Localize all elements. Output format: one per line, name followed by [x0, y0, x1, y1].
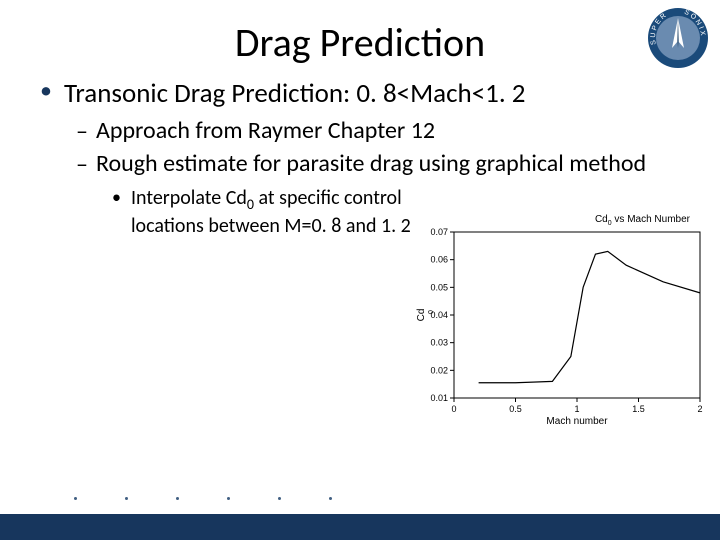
bullet-dash: – [76, 116, 88, 147]
svg-text:0.02: 0.02 [430, 365, 448, 375]
svg-text:1.5: 1.5 [632, 404, 645, 414]
bullet-level1: • Transonic Drag Prediction: 0. 8<Mach<1… [40, 77, 692, 110]
bullet-l2a-text: Approach from Raymer Chapter 12 [96, 116, 435, 146]
svg-text:0.07: 0.07 [430, 227, 448, 237]
chart-title: Cd0 vs Mach Number [595, 214, 690, 227]
svg-text:0.03: 0.03 [430, 338, 448, 348]
chart-svg: 00.511.520.010.020.030.040.050.060.07Mac… [412, 218, 712, 428]
svg-text:0: 0 [451, 404, 456, 414]
slide-title: Drag Prediction [0, 0, 720, 67]
svg-text:0.5: 0.5 [509, 404, 522, 414]
bullet-level2: – Rough estimate for parasite drag using… [76, 149, 692, 180]
svg-text:0.06: 0.06 [430, 255, 448, 265]
svg-text:0.01: 0.01 [430, 393, 448, 403]
bullet-l3-text: Interpolate Cd0 at specific control loca… [131, 186, 412, 239]
bullet-level3: • Interpolate Cd0 at specific control lo… [112, 186, 412, 239]
bullet-l2b-text: Rough estimate for parasite drag using g… [96, 149, 646, 179]
footer-dots [74, 497, 332, 500]
svg-text:0.05: 0.05 [430, 282, 448, 292]
bullet-dot-small: • [112, 186, 121, 209]
svg-text:Mach number: Mach number [546, 416, 608, 427]
svg-text:0: 0 [428, 310, 435, 314]
svg-text:1: 1 [574, 404, 579, 414]
footer-bar [0, 514, 720, 540]
bullet-l1-text: Transonic Drag Prediction: 0. 8<Mach<1. … [64, 77, 526, 110]
bullet-dash: – [76, 149, 88, 180]
cd0-vs-mach-chart: Cd0 vs Mach Number 00.511.520.010.020.03… [412, 218, 712, 428]
brand-logo: S U P E R S O N I X [646, 6, 710, 70]
svg-text:2: 2 [697, 404, 702, 414]
bullet-level2: – Approach from Raymer Chapter 12 [76, 116, 692, 147]
bullet-dot: • [40, 77, 52, 106]
svg-text:Cd: Cd [416, 309, 427, 322]
